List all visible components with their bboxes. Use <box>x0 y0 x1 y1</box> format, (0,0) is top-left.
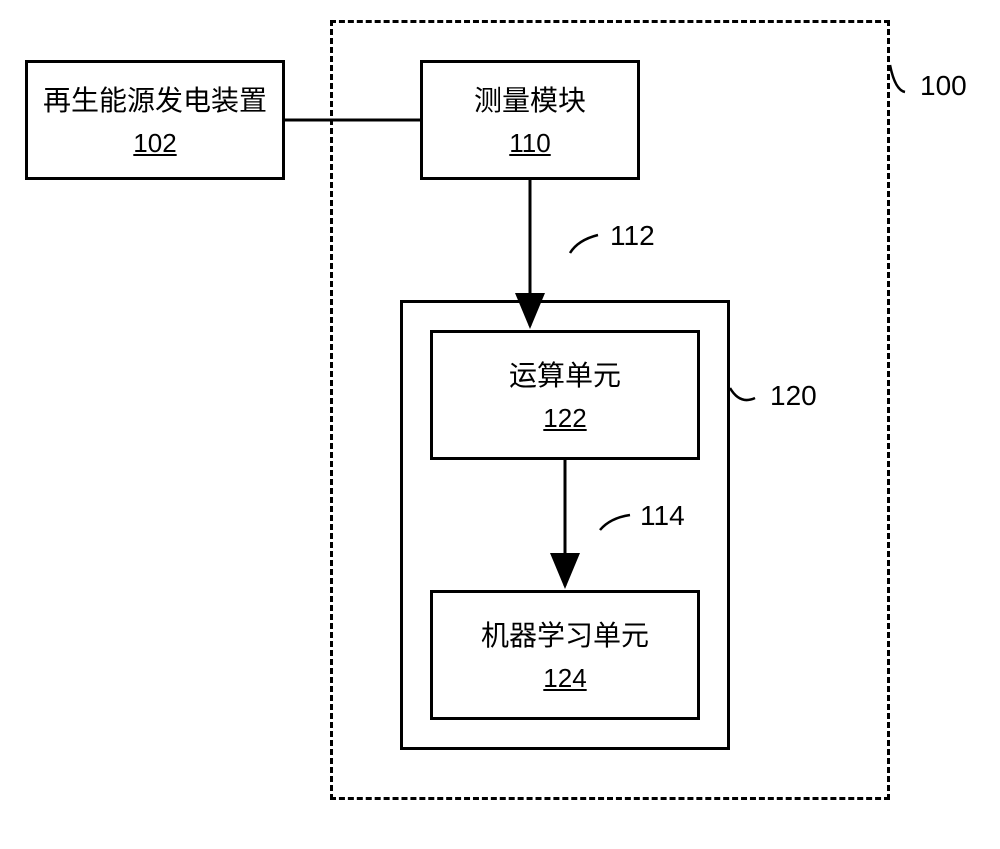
node-measurement-module: 测量模块 110 <box>420 60 640 180</box>
node-title: 测量模块 <box>474 81 586 120</box>
label-100: 100 <box>920 70 967 102</box>
label-112: 112 <box>610 220 655 252</box>
node-title: 运算单元 <box>509 356 621 395</box>
node-renewable-device: 再生能源发电装置 102 <box>25 60 285 180</box>
node-ref: 124 <box>543 663 586 694</box>
node-operation-unit: 运算单元 122 <box>430 330 700 460</box>
node-ref: 102 <box>133 128 176 159</box>
tick-100 <box>890 65 905 92</box>
label-114: 114 <box>640 500 685 532</box>
diagram-canvas: 再生能源发电装置 102 测量模块 110 运算单元 122 机器学习单元 12… <box>0 0 1000 849</box>
node-ref: 122 <box>543 403 586 434</box>
node-title: 再生能源发电装置 <box>43 81 267 120</box>
node-ml-unit: 机器学习单元 124 <box>430 590 700 720</box>
label-120: 120 <box>770 380 817 412</box>
node-title: 机器学习单元 <box>481 616 649 655</box>
node-ref: 110 <box>509 128 550 159</box>
